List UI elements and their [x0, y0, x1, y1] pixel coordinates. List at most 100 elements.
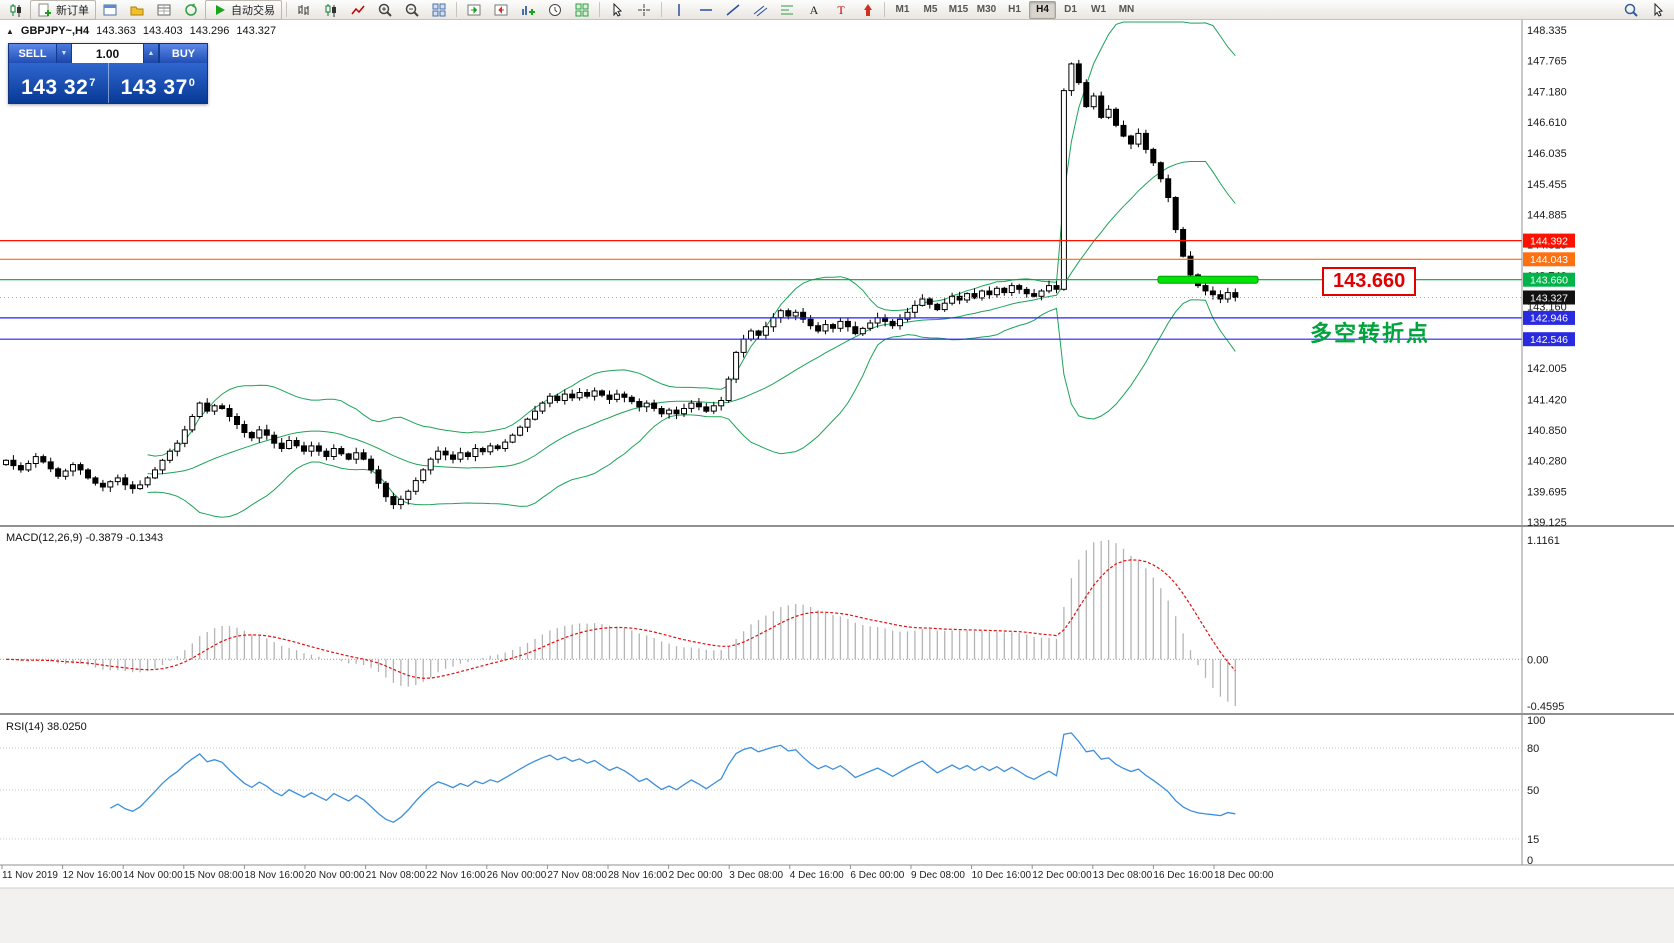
- sell-button[interactable]: SELL: [9, 44, 57, 63]
- macd-axis-max: 1.1161: [1527, 535, 1560, 547]
- trade-panel-controls: SELL ▼ 1.00 ▲ BUY: [9, 44, 207, 63]
- candlestick-chart-icon[interactable]: [318, 0, 344, 20]
- zoom-out-icon[interactable]: [399, 0, 425, 20]
- level-price-label: [1523, 233, 1575, 248]
- svg-text:T: T: [837, 3, 845, 17]
- level-price-label: [1523, 252, 1575, 267]
- new-order-glyph: [38, 3, 51, 16]
- timeframe-m5[interactable]: M5: [923, 4, 938, 15]
- crosshair-icon[interactable]: [631, 0, 657, 20]
- time-axis-label: 6 Dec 00:00: [850, 870, 904, 881]
- pointer-icon[interactable]: [1645, 0, 1671, 20]
- sell-price-button[interactable]: 143 32 7: [9, 63, 108, 103]
- horizontal-line-icon-glyph: [700, 8, 712, 11]
- app-chart-icon-glyph: [10, 3, 21, 17]
- trendline-icon[interactable]: [720, 0, 746, 20]
- rsi-axis-label: 80: [1527, 743, 1539, 755]
- text-icon-glyph: A: [810, 3, 819, 17]
- level-price-label: [1523, 272, 1575, 287]
- level-price-label: [1523, 332, 1575, 347]
- arrows-icon[interactable]: [855, 0, 881, 20]
- fibonacci-icon[interactable]: [774, 0, 800, 20]
- text-icon[interactable]: A: [801, 0, 827, 20]
- candlestick-series: [3, 59, 1239, 510]
- price-tick: 145.455: [1527, 179, 1567, 191]
- timeframe-m15[interactable]: M15: [948, 4, 969, 15]
- channel-icon[interactable]: [747, 0, 773, 20]
- line-chart-icon-glyph: [351, 5, 365, 14]
- auto-scroll-icon[interactable]: [461, 0, 487, 20]
- buy-price-button[interactable]: 143 37 0: [109, 63, 208, 103]
- vertical-line-icon[interactable]: [666, 0, 692, 20]
- bar-chart-icon[interactable]: [291, 0, 317, 20]
- indicators-icon[interactable]: [515, 0, 541, 20]
- time-axis-label: 26 Nov 00:00: [487, 870, 547, 881]
- price-tick: 148.335: [1527, 25, 1567, 37]
- chart-canvas[interactable]: 148.335 147.765 147.180 146.610 146.035 145.4…: [0, 20, 1674, 943]
- templates-icon[interactable]: [569, 0, 595, 20]
- support-highlight-bar[interactable]: [1157, 275, 1259, 284]
- rsi-axis-label: 0: [1527, 855, 1533, 867]
- turning-point-annotation: 多空转折点: [1310, 321, 1431, 346]
- label-icon[interactable]: T: [828, 0, 854, 20]
- refresh-icon[interactable]: [178, 0, 204, 20]
- rsi-name: RSI(14): [6, 721, 44, 733]
- collapse-icon[interactable]: ▲: [6, 26, 14, 36]
- timeframe-w1[interactable]: W1: [1091, 4, 1106, 15]
- macd-indicator-label: MACD(12,26,9) -0.3879 -0.1343: [6, 532, 163, 544]
- lot-size-input[interactable]: 1.00: [72, 44, 144, 63]
- price-tick: 140.850: [1527, 425, 1567, 437]
- timeframe-h4[interactable]: H4: [1029, 0, 1056, 19]
- time-axis-label: 3 Dec 08:00: [729, 870, 783, 881]
- chart-window-icon-glyph: [103, 4, 117, 15]
- market-watch-icon[interactable]: [151, 0, 177, 20]
- timeframe-d1[interactable]: D1: [1064, 4, 1077, 15]
- app-chart-icon[interactable]: [3, 0, 29, 20]
- periods-icon-glyph: [549, 3, 561, 16]
- cursor-icon[interactable]: [604, 0, 630, 20]
- arrows-icon-glyph: [864, 3, 872, 16]
- time-axis-label: 28 Nov 16:00: [608, 870, 668, 881]
- price-tick: 144.885: [1527, 209, 1567, 221]
- tile-windows-icon[interactable]: [426, 0, 452, 20]
- buy-price-fraction: 0: [188, 77, 195, 89]
- time-axis-label: 18 Nov 16:00: [244, 870, 304, 881]
- templates-icon-glyph: [575, 3, 589, 16]
- chart-window-icon[interactable]: [97, 0, 123, 20]
- chart-shift-icon[interactable]: [488, 0, 514, 20]
- timeframe-mn[interactable]: MN: [1118, 4, 1135, 15]
- svg-text:143.327: 143.327: [1530, 292, 1568, 304]
- timeframe-m1[interactable]: M1: [895, 4, 910, 15]
- symbol-info: ▲ GBPJPY~,H4 143.363 143.403 143.296 143…: [6, 25, 276, 37]
- toolbar-separator: [884, 2, 885, 17]
- timeframe-h1[interactable]: H1: [1008, 4, 1021, 15]
- time-axis-label: 9 Dec 08:00: [911, 870, 965, 881]
- auto-scroll-icon-glyph: [467, 4, 481, 15]
- rsi-axis-label: 50: [1527, 785, 1539, 797]
- new-order-button[interactable]: 新订单: [30, 0, 96, 20]
- auto-trading-button[interactable]: 自动交易: [205, 0, 282, 20]
- buy-button[interactable]: BUY: [159, 44, 207, 63]
- macd-axis-min: -0.4595: [1527, 701, 1564, 713]
- search-icon[interactable]: [1618, 0, 1644, 20]
- profiles-icon[interactable]: [124, 0, 150, 20]
- buy-price: 143 37: [120, 76, 188, 99]
- time-axis-label: 27 Nov 08:00: [547, 870, 607, 881]
- price-level-annotation[interactable]: 143.660: [1322, 267, 1417, 296]
- zoom-in-icon[interactable]: [372, 0, 398, 20]
- svg-text:144.392: 144.392: [1530, 235, 1568, 247]
- trade-panel-prices: 143 32 7 143 37 0: [9, 63, 207, 103]
- ohlc-open: 143.363: [96, 25, 136, 37]
- price-divider: [107, 63, 109, 103]
- periods-icon[interactable]: [542, 0, 568, 20]
- lot-increase-button[interactable]: ▲: [144, 44, 159, 63]
- timeframe-m30[interactable]: M30: [976, 4, 997, 15]
- rsi-value: 38.0250: [46, 721, 87, 733]
- horizontal-line-icon[interactable]: [693, 0, 719, 20]
- symbol-period: GBPJPY~,H4: [20, 25, 90, 37]
- time-axis-label: 14 Nov 00:00: [123, 870, 183, 881]
- lot-decrease-button[interactable]: ▼: [57, 44, 72, 63]
- toolbar-separator: [661, 2, 662, 17]
- rsi-axis-label: 100: [1527, 715, 1545, 727]
- line-chart-icon[interactable]: [345, 0, 371, 20]
